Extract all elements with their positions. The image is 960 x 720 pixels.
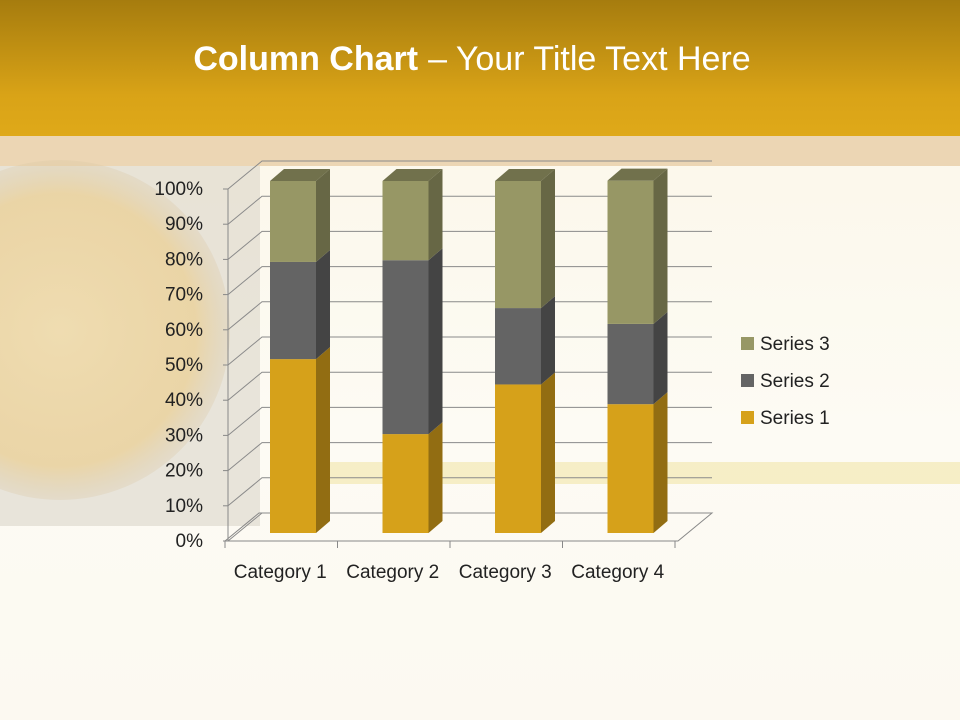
grid-line-segment [227, 301, 712, 331]
bar-front [607, 404, 654, 533]
bar-side [428, 422, 443, 533]
y-tick-label: 50% [165, 355, 203, 376]
bar-segment [270, 169, 330, 262]
x-tick-label: Category 3 [458, 562, 552, 583]
y-tick-label: 90% [165, 214, 203, 235]
grid-line [227, 195, 712, 225]
x-tick-label: Category 4 [571, 562, 665, 583]
bar-segment [495, 372, 555, 533]
y-tick-label: 40% [165, 390, 203, 411]
bar-front [495, 308, 541, 385]
bar-side [653, 168, 668, 324]
bar-side [653, 311, 668, 405]
bar-side [428, 248, 443, 435]
bar-segment [382, 169, 443, 261]
bar-side [316, 347, 330, 533]
bar-side [428, 169, 443, 261]
legend-swatch [741, 411, 754, 424]
grid-line [227, 406, 712, 436]
bar-side [316, 249, 330, 360]
grid-line-segment [227, 160, 712, 190]
legend-label: Series 1 [760, 408, 830, 429]
bar-segment [607, 392, 668, 533]
bar-front [382, 181, 429, 261]
bar-front [270, 359, 316, 533]
bar-front [270, 181, 316, 262]
bar-front [607, 323, 654, 405]
bar-segment [382, 248, 443, 435]
header-band [0, 0, 960, 136]
grid-line [227, 477, 712, 507]
y-tick-label: 10% [165, 496, 203, 517]
grid-line [227, 512, 712, 542]
grid-line [227, 371, 712, 401]
legend-swatch [741, 374, 754, 387]
bar-segment [607, 168, 668, 324]
grid-line-segment [227, 195, 712, 225]
bar-segment [607, 311, 668, 405]
title-bold: Column Chart [193, 40, 419, 78]
grid-line [227, 160, 712, 190]
legend-swatch [741, 337, 754, 350]
bar-side [541, 296, 555, 385]
grid-line-segment [227, 406, 712, 436]
y-tick-label: 20% [165, 461, 203, 482]
bar-segment [495, 169, 555, 309]
bar-front [382, 260, 429, 435]
bar-segment [270, 249, 330, 360]
bar-side [541, 169, 555, 309]
title-rest: – Your Title Text Here [428, 40, 751, 78]
y-tick-label: 80% [165, 249, 203, 270]
grid-line-segment [227, 336, 712, 366]
bar-segment [270, 347, 330, 533]
y-tick-label: 70% [165, 285, 203, 306]
bar-side [316, 169, 330, 262]
bar-side [653, 392, 668, 533]
grid-line-segment [227, 477, 712, 507]
legend-label: Series 3 [760, 334, 830, 355]
grid-line [227, 266, 712, 295]
bar-front [270, 261, 316, 360]
legend-label: Series 2 [760, 371, 830, 392]
chart-title: Column Chart – Your Title Text Here [0, 40, 944, 79]
bar-front [607, 180, 654, 324]
y-tick-label: 0% [176, 531, 204, 552]
grid-line-segment [227, 371, 712, 401]
bar-top [382, 169, 443, 181]
grid-line [227, 442, 712, 471]
y-tick-label: 100% [154, 179, 203, 200]
bar-front [382, 434, 429, 533]
bar-segment [382, 422, 443, 533]
grid-line-segment [227, 266, 712, 295]
bar-front [495, 181, 541, 309]
bar-top [495, 169, 555, 181]
grid-line [227, 230, 712, 260]
x-tick-label: Category 2 [346, 562, 440, 583]
bar-front [495, 384, 541, 533]
grid-line [227, 301, 712, 331]
y-tick-label: 30% [165, 425, 203, 446]
grid-line-segment [227, 512, 712, 542]
x-tick-label: Category 1 [233, 562, 327, 583]
bar-segment [495, 296, 555, 385]
tape-reel [0, 160, 230, 500]
grid-line-segment [227, 442, 712, 471]
bar-side [541, 372, 555, 533]
y-tick-label: 60% [165, 320, 203, 341]
grid-line-segment [227, 230, 712, 260]
grid-line [227, 336, 712, 366]
bar-top [270, 169, 330, 181]
bar-top [607, 168, 668, 181]
